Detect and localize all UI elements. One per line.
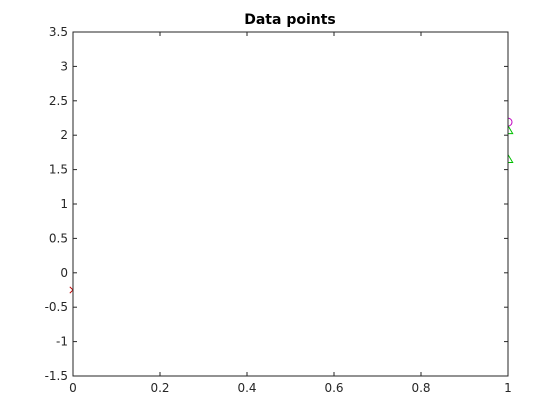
x-tick-label: 0.8 bbox=[411, 381, 430, 395]
axes-box bbox=[72, 31, 509, 377]
x-tick-label: 0 bbox=[69, 381, 77, 395]
y-tick-label: -1.5 bbox=[45, 369, 68, 383]
y-tick-label: 3 bbox=[60, 59, 68, 73]
chart-title: Data points bbox=[244, 12, 336, 28]
y-tick-label: 2.5 bbox=[49, 94, 68, 108]
y-tick-label: -0.5 bbox=[45, 300, 68, 314]
x-tick-label: 0.4 bbox=[237, 381, 256, 395]
x-tick-label: 0.2 bbox=[150, 381, 169, 395]
y-tick-label: 3.5 bbox=[49, 25, 68, 39]
y-tick-label: -1 bbox=[56, 335, 68, 349]
y-tick-label: 0 bbox=[60, 266, 68, 280]
y-tick-label: 1.5 bbox=[49, 163, 68, 177]
axes: 0 0.2 0.4 0.6 0.8 1 -1.5 -1 -0.5 0 0.5 1 1.5 2 2.5 3 3.5 bbox=[45, 25, 512, 395]
y-tick-label: 1 bbox=[60, 197, 68, 211]
y-tick-label: 2 bbox=[60, 128, 68, 142]
y-tick-label: 0.5 bbox=[49, 231, 68, 245]
x-tick-label: 0.6 bbox=[324, 381, 343, 395]
x-tick-label: 1 bbox=[504, 381, 512, 395]
